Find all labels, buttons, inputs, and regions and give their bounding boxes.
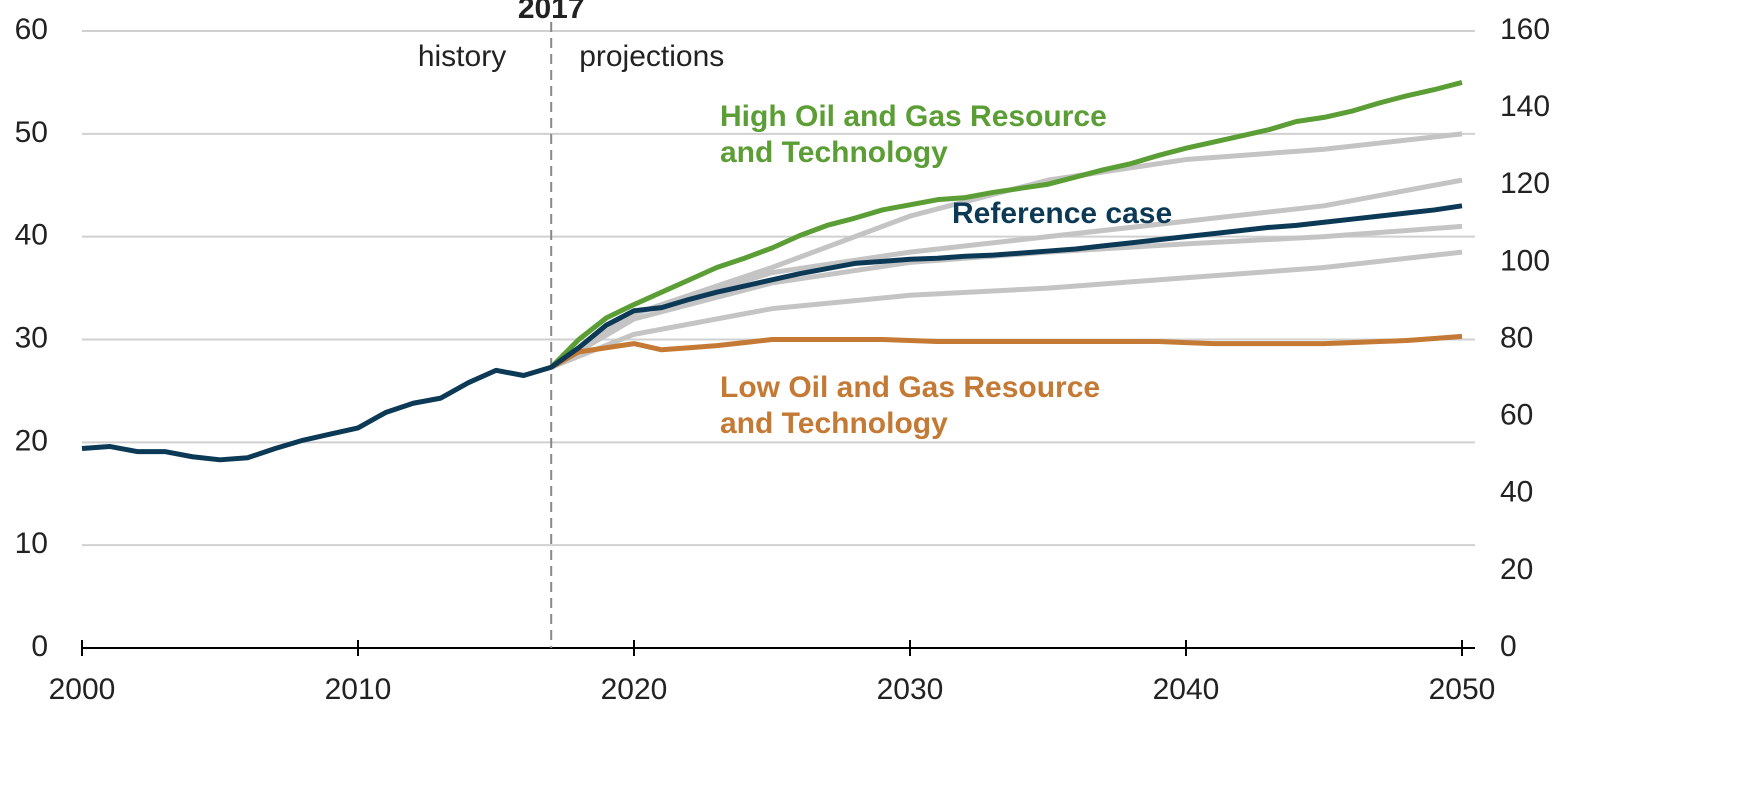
y-tick-label: 40 [15, 219, 48, 252]
series-label: Reference case [952, 197, 1173, 230]
y2-tick-label: 140 [1500, 90, 1550, 123]
annotation: projections [579, 40, 724, 73]
x-tick-label: 2040 [1153, 673, 1220, 706]
y-tick-label: 20 [15, 424, 48, 457]
series-label: Low Oil and Gas Resource and Technology [720, 371, 1101, 440]
annotation: history [418, 40, 506, 73]
y-tick-label: 30 [15, 321, 48, 354]
series-label: High Oil and Gas Resource and Technology [720, 100, 1107, 169]
y-tick-label: 50 [15, 116, 48, 149]
x-tick-label: 2050 [1429, 673, 1496, 706]
series-line [550, 249, 1463, 370]
y2-tick-label: 120 [1500, 167, 1550, 200]
divider-label: 2017 [518, 0, 585, 25]
y2-tick-label: 60 [1500, 399, 1533, 432]
series-line [549, 79, 1463, 370]
y2-tick-label: 20 [1500, 553, 1533, 586]
y-tick-label: 10 [15, 527, 48, 560]
x-tick-label: 2020 [601, 673, 668, 706]
y2-tick-label: 0 [1500, 630, 1517, 663]
y2-tick-label: 40 [1500, 476, 1533, 509]
x-tick-label: 2030 [877, 673, 944, 706]
x-tick-label: 2010 [325, 673, 392, 706]
y2-tick-label: 100 [1500, 244, 1550, 277]
series-line [549, 333, 1463, 370]
y2-tick-label: 80 [1500, 321, 1533, 354]
y-tick-label: 0 [31, 630, 48, 663]
series-line [81, 203, 1463, 463]
x-tick-label: 2000 [49, 673, 116, 706]
y-tick-label: 60 [15, 13, 48, 46]
y2-tick-label: 160 [1500, 13, 1550, 46]
